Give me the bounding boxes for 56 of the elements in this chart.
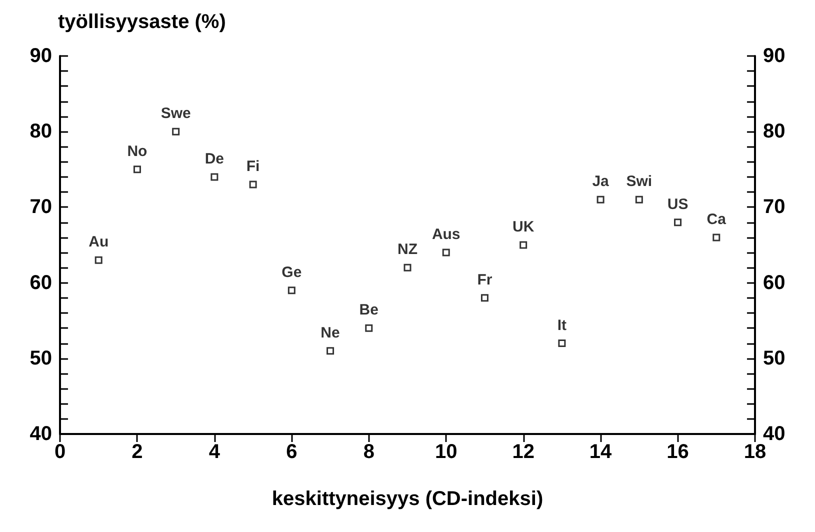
annotation: Ne bbox=[320, 324, 340, 342]
point bbox=[94, 256, 102, 264]
point bbox=[520, 241, 528, 249]
x-tick-label: 0 bbox=[54, 441, 66, 463]
y-tick-label: 60 bbox=[30, 272, 52, 294]
x-axis-title: keskittyneisyys (CD-indeksi) bbox=[272, 488, 544, 510]
point bbox=[635, 196, 643, 204]
point bbox=[404, 264, 412, 272]
y2-tick-label: 90 bbox=[763, 45, 786, 67]
y-tick-label: 50 bbox=[30, 347, 52, 370]
point bbox=[172, 128, 180, 136]
annotation: NZ bbox=[398, 241, 418, 258]
y-axis-title: työllisyysaste (%) bbox=[58, 11, 226, 33]
point bbox=[442, 248, 450, 256]
point bbox=[249, 180, 257, 188]
y-tick-label: 90 bbox=[30, 45, 52, 67]
annotation: No bbox=[127, 142, 148, 160]
annotation: Ge bbox=[282, 264, 302, 281]
y-tick-label: 70 bbox=[30, 196, 52, 218]
annotation: Aus bbox=[432, 226, 460, 244]
x-tick-label: 8 bbox=[363, 441, 374, 463]
point bbox=[712, 234, 720, 242]
y2-tick-label: 50 bbox=[763, 347, 786, 370]
point bbox=[326, 347, 334, 355]
y-tick-label: 80 bbox=[30, 120, 52, 143]
y-tick-label: 40 bbox=[30, 423, 52, 445]
point bbox=[674, 218, 682, 226]
annotation: US bbox=[667, 196, 688, 213]
annotation: Au bbox=[88, 234, 109, 251]
annotation: Fi bbox=[246, 158, 260, 176]
annotation: Be bbox=[359, 302, 378, 319]
y2-tick-label: 60 bbox=[763, 272, 786, 294]
point bbox=[480, 294, 488, 302]
annotation: Swi bbox=[626, 173, 652, 190]
point bbox=[365, 324, 373, 332]
y2-tick-label: 70 bbox=[763, 196, 786, 218]
x-tick-label: 10 bbox=[434, 441, 458, 463]
annotation: Fr bbox=[477, 271, 492, 288]
annotation: It bbox=[557, 316, 567, 334]
x-tick-label: 2 bbox=[132, 441, 143, 463]
annotation: Swe bbox=[160, 105, 191, 122]
x-tick-label: 12 bbox=[512, 441, 534, 463]
x-tick-label: 4 bbox=[208, 441, 221, 463]
point bbox=[596, 196, 604, 204]
y2-tick-label: 80 bbox=[763, 120, 786, 143]
x-tick-label: 6 bbox=[286, 441, 298, 463]
annotation: UK bbox=[512, 218, 534, 236]
point bbox=[210, 173, 218, 181]
annotation: De bbox=[204, 150, 224, 168]
annotation: Ja bbox=[592, 173, 610, 190]
point bbox=[133, 166, 141, 174]
point bbox=[288, 286, 296, 294]
point bbox=[558, 340, 566, 348]
annotation: Ca bbox=[706, 210, 727, 228]
x-tick-label: 16 bbox=[666, 441, 689, 463]
x-tick-label: 14 bbox=[589, 441, 613, 463]
